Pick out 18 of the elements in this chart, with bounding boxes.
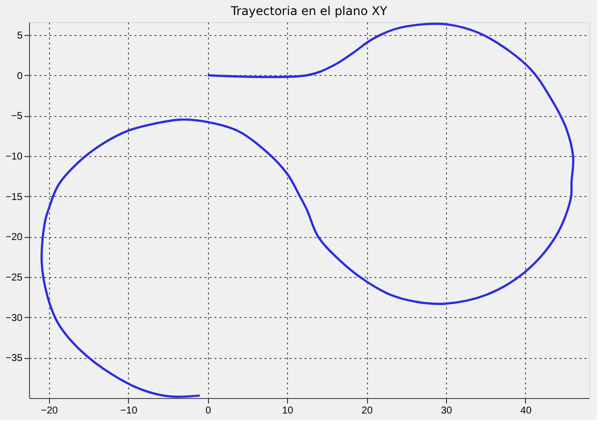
x-tick-label: 10 (282, 406, 294, 416)
line-series (40, 22, 574, 398)
x-tick-label: −20 (40, 406, 58, 416)
x-tick-label: 20 (362, 406, 374, 416)
x-tick-label: −10 (120, 406, 138, 416)
y-tick-label: 0 (16, 70, 23, 82)
y-tick-label: −10 (6, 151, 23, 162)
x-tick-label: 30 (440, 406, 453, 416)
y-tick-label: −25 (6, 272, 23, 284)
chart-title: Trayectoria en el plano XY (230, 4, 388, 18)
y-tick-label: −15 (6, 192, 23, 203)
x-tick-label: 0 (205, 406, 212, 416)
x-tick-label: 40 (520, 406, 532, 416)
y-tick-label: −20 (6, 232, 23, 244)
y-tick-label: −5 (11, 111, 23, 122)
y-tick-label: 5 (16, 30, 23, 42)
y-tick-label: −35 (6, 353, 23, 364)
y-tick-label: −30 (6, 312, 23, 324)
